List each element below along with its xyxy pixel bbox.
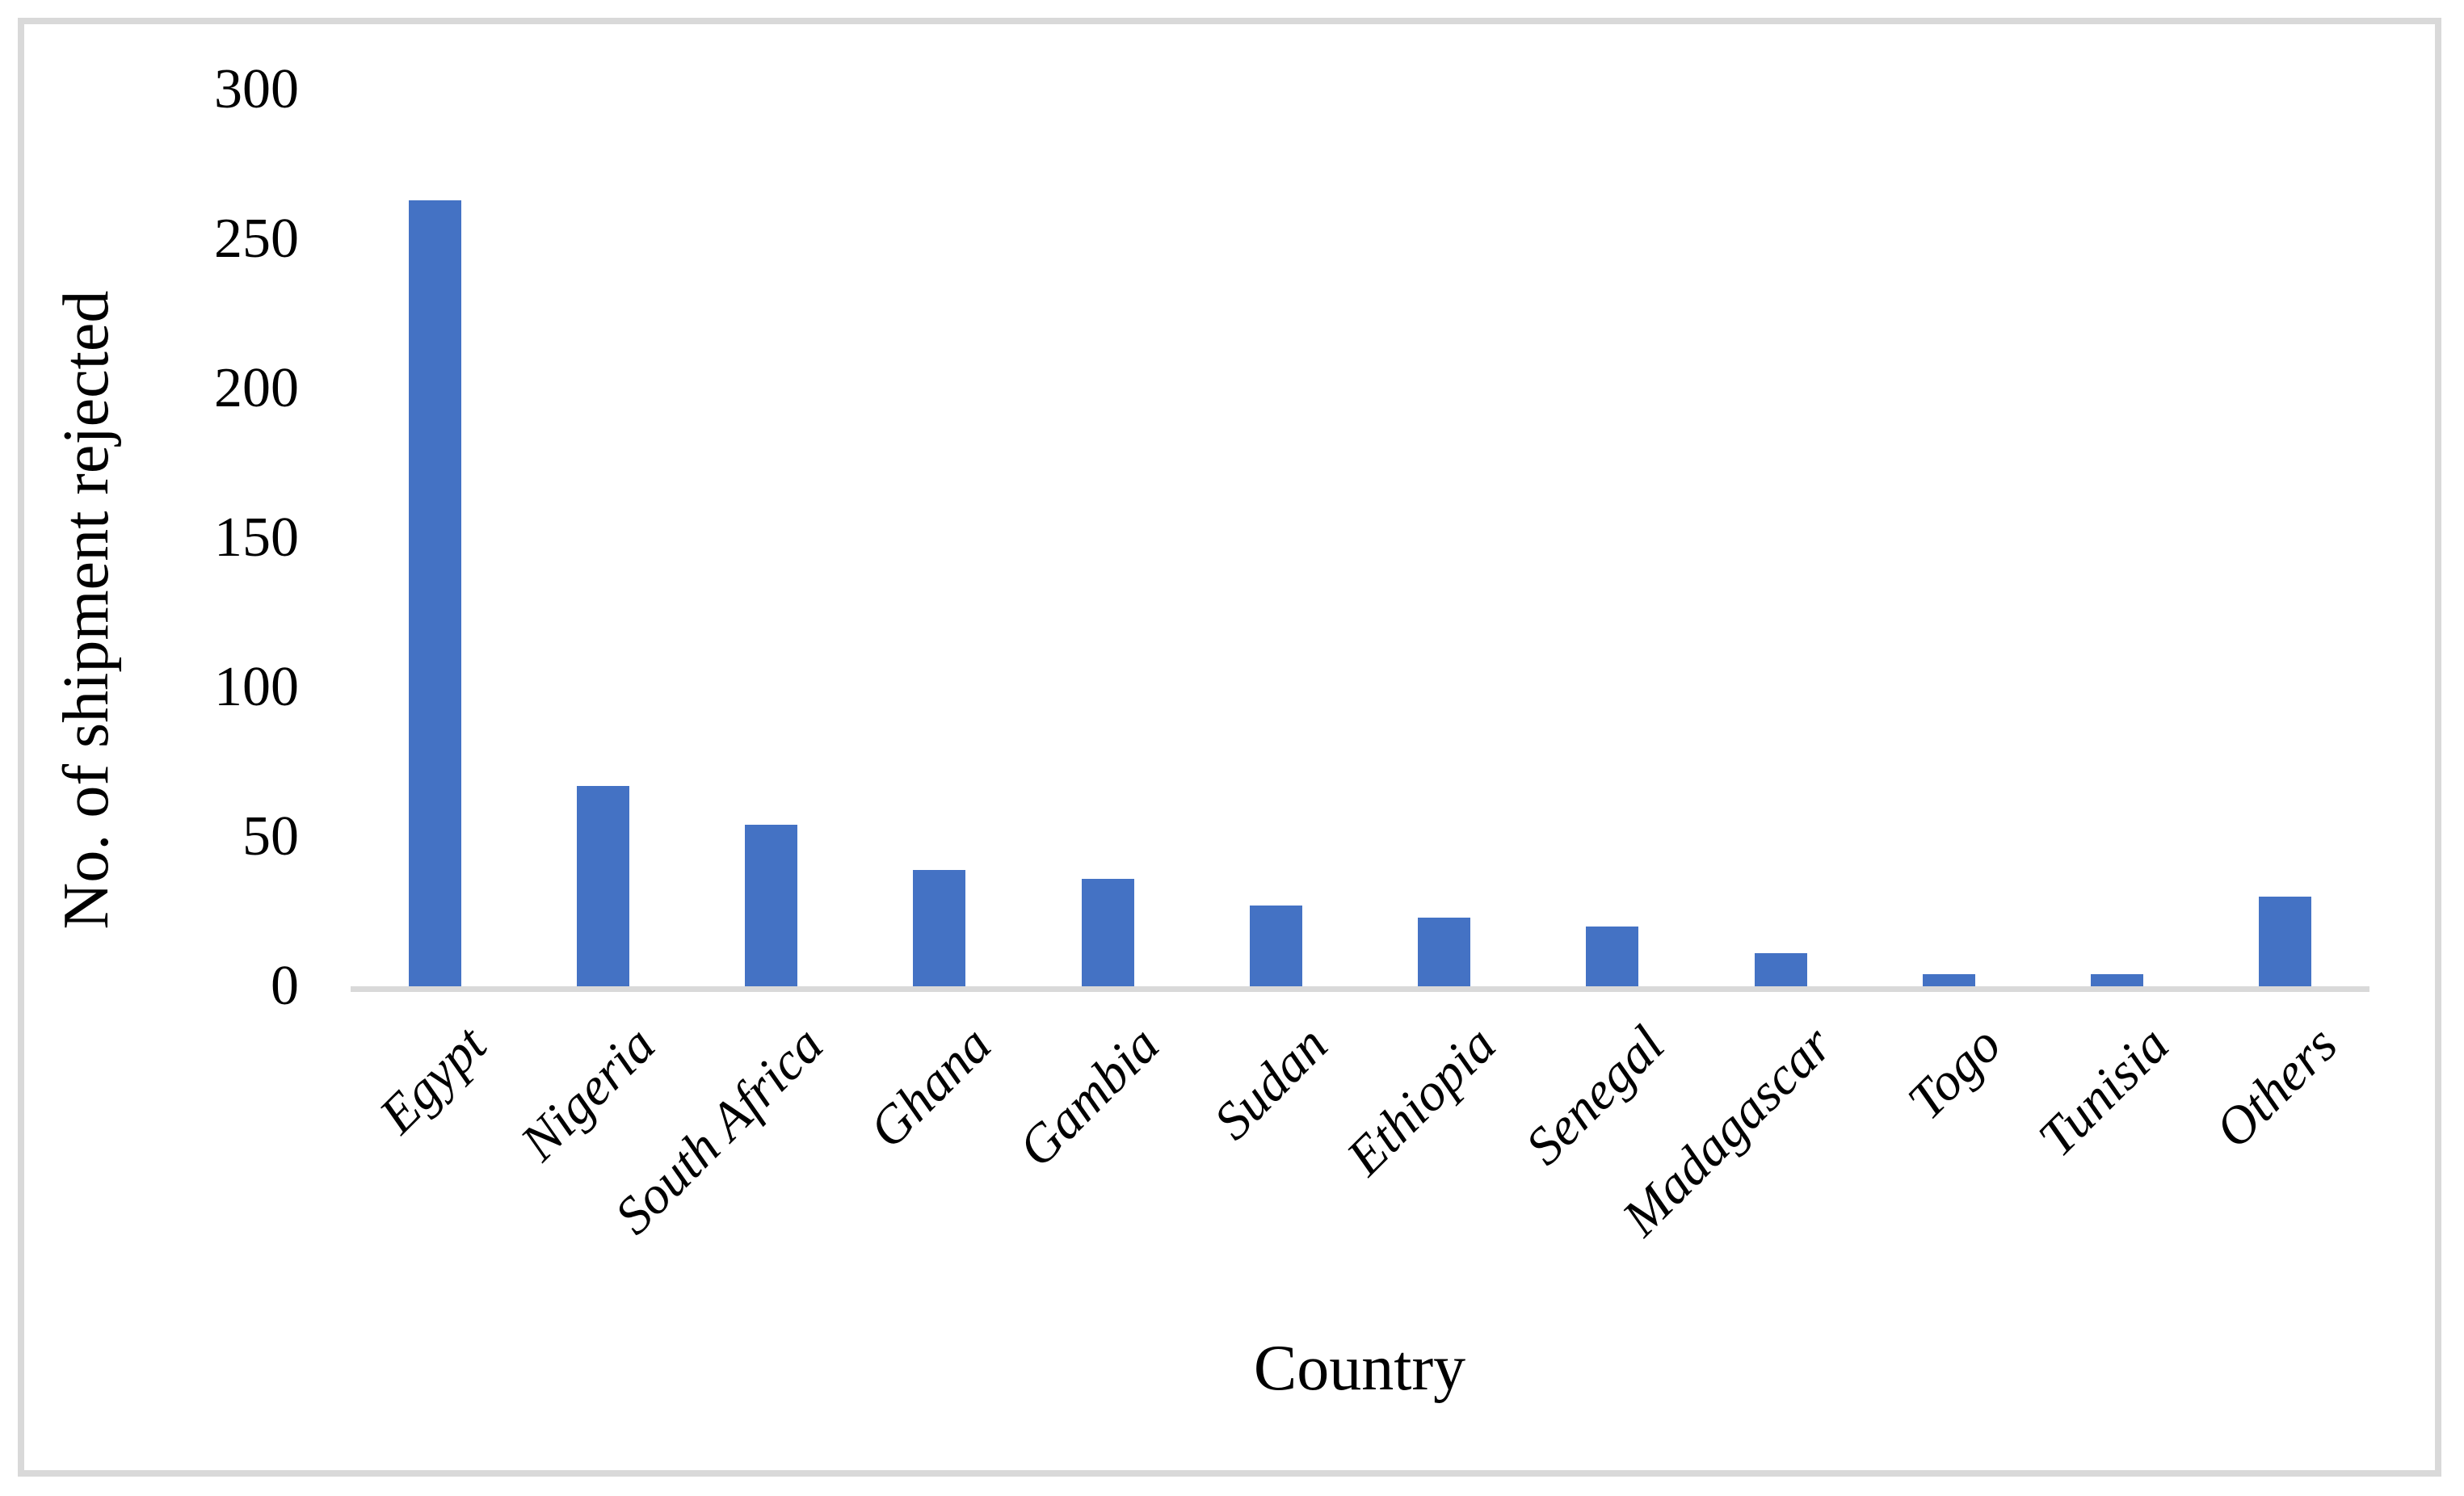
x-axis-title: Country xyxy=(1253,1333,1466,1404)
chart-frame xyxy=(18,18,2441,1477)
bar-nigeria xyxy=(577,786,629,986)
bar-others xyxy=(2259,897,2311,986)
y-tick-label-0: 0 xyxy=(271,955,299,1017)
bar-egypt xyxy=(409,200,461,986)
y-tick-label-250: 250 xyxy=(214,208,299,270)
y-axis-title: No. of shipment rejected xyxy=(51,290,122,930)
bar-senegal xyxy=(1586,927,1638,986)
bar-tunisia xyxy=(2091,974,2143,986)
y-tick-label-50: 50 xyxy=(242,805,299,868)
bar-ghana xyxy=(913,870,965,986)
bar-togo xyxy=(1923,974,1975,986)
bar-gambia xyxy=(1082,879,1134,986)
bar-south-africa xyxy=(745,825,797,986)
y-tick-label-300: 300 xyxy=(214,58,299,120)
bar-madagascar xyxy=(1755,953,1807,986)
x-axis-line xyxy=(351,986,2369,992)
bar-sudan xyxy=(1250,906,1302,986)
y-tick-label-200: 200 xyxy=(214,357,299,419)
y-tick-label-150: 150 xyxy=(214,506,299,569)
y-tick-label-100: 100 xyxy=(214,656,299,718)
bar-ethiopia xyxy=(1418,918,1470,986)
